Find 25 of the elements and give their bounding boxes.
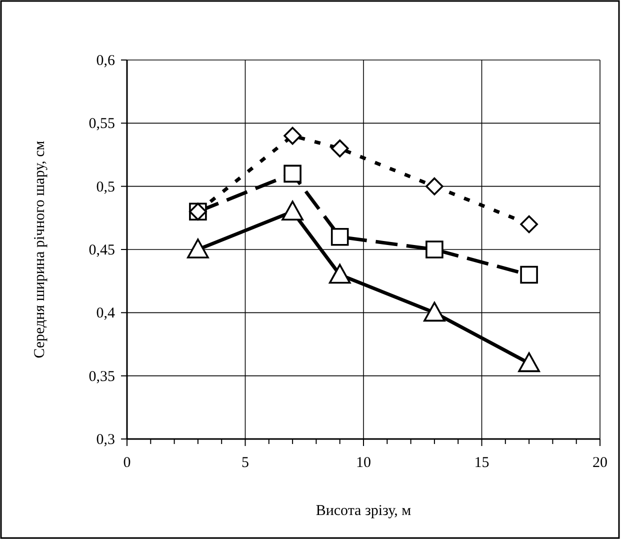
- x-tick-label: 20: [592, 455, 608, 471]
- point: [520, 266, 538, 284]
- y-tick-label: 0,45: [88, 242, 115, 258]
- point: [426, 177, 444, 196]
- y-tick-label: 0,4: [96, 306, 116, 322]
- point: [426, 240, 444, 258]
- y-tick-label: 0,35: [88, 368, 115, 385]
- y-tick-label: 0,55: [88, 116, 115, 132]
- x-tick-label: 5: [242, 455, 249, 471]
- point: [424, 302, 446, 322]
- point: [187, 238, 209, 258]
- y-axis-title: Середня ширина річного шару, см: [32, 140, 48, 358]
- y-tick-label: 0,5: [96, 179, 115, 196]
- y-tick-label: 0,6: [96, 53, 116, 69]
- point: [520, 215, 538, 234]
- point: [328, 264, 351, 284]
- point: [282, 200, 304, 220]
- x-tick-label: 15: [474, 455, 490, 471]
- point: [330, 228, 349, 246]
- point: [518, 352, 540, 372]
- x-tick-label: 10: [356, 455, 371, 471]
- x-axis-title: Висота зрізу, м: [316, 503, 412, 519]
- x-tick-label: 0: [123, 455, 131, 471]
- point: [284, 164, 302, 183]
- y-tick-label: 0,3: [96, 432, 115, 448]
